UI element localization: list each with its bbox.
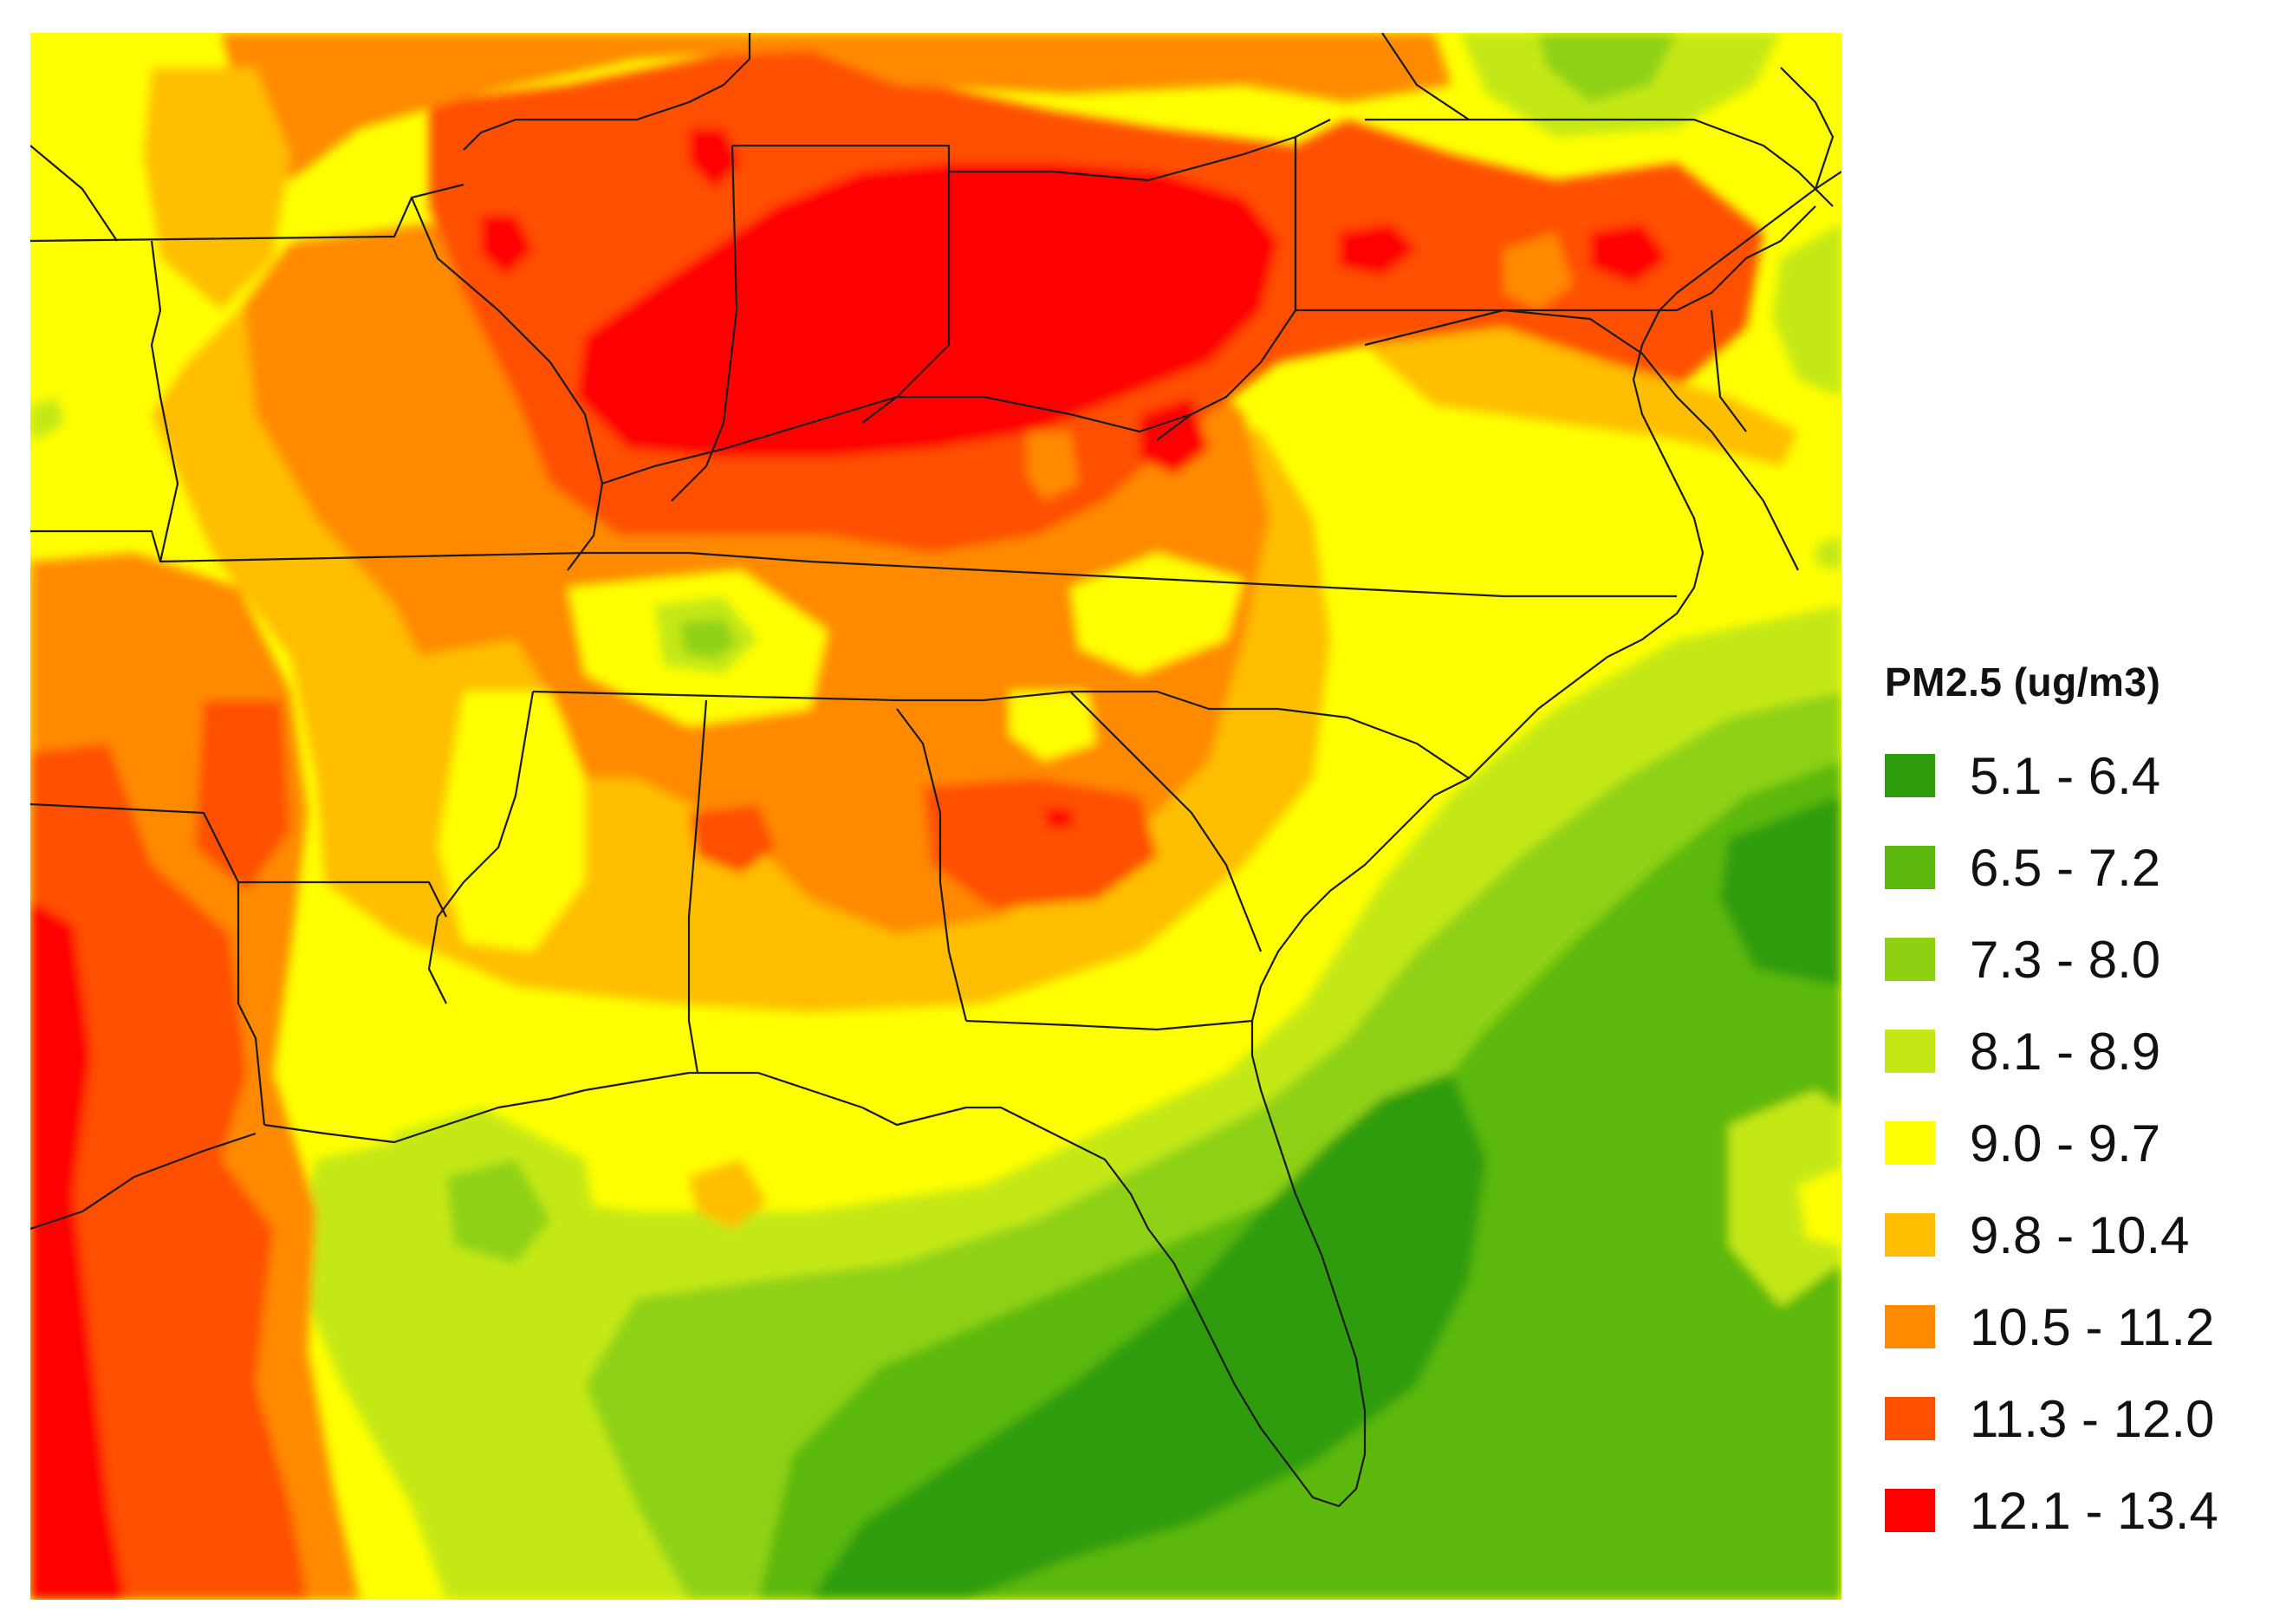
band-12-1-13-4-midwest: [576, 163, 1278, 458]
band-8-1-8-9-offshore: [1729, 1090, 1841, 1307]
legend-swatch: [1885, 1305, 1935, 1348]
legend-item: 7.3 - 8.0: [1885, 913, 2266, 1005]
legend-item: 6.5 - 7.2: [1885, 822, 2266, 913]
legend-items: 5.1 - 6.4 6.5 - 7.2 7.3 - 8.0 8.1 - 8.9 9.0 …: [1885, 730, 2266, 1556]
band-9-0-9-7-offshore: [1798, 1168, 1841, 1246]
band-12-1-13-4-indiana-north: [689, 128, 741, 189]
band-9-8-10-4-maryland: [1365, 328, 1798, 466]
legend-swatch: [1885, 938, 1935, 981]
band-11-3-12-0-alabama: [689, 804, 776, 874]
legend-label: 12.1 - 13.4: [1970, 1481, 2218, 1540]
legend-item: 12.1 - 13.4: [1885, 1465, 2266, 1556]
band-6-5-7-2-atlantic: [758, 761, 1841, 1600]
band-5-1-6-4-florida: [810, 1073, 1486, 1600]
band-11-3-12-0-west: [30, 744, 308, 1600]
legend-item: 10.5 - 11.2: [1885, 1281, 2266, 1373]
legend-title: PM2.5 (ug/m3): [1885, 659, 2161, 705]
band-12-1-13-4-georgia: [1044, 809, 1075, 828]
legend-label: 9.0 - 9.7: [1970, 1114, 2161, 1173]
legend-item: 9.0 - 9.7: [1885, 1097, 2266, 1189]
pm25-map: [30, 33, 1841, 1600]
legend-swatch: [1885, 754, 1935, 797]
band-7-3-8-0-tennessee: [680, 619, 737, 659]
band-7-3-8-0-gulf-west: [446, 1160, 550, 1263]
state-boundaries: [30, 33, 1841, 1508]
band-12-1-13-4-pennsylvania-west: [1339, 224, 1417, 276]
legend-label: 10.5 - 11.2: [1970, 1297, 2215, 1356]
legend-label: 9.8 - 10.4: [1970, 1205, 2190, 1264]
legend-item: 8.1 - 8.9: [1885, 1005, 2266, 1097]
legend-label: 7.3 - 8.0: [1970, 930, 2161, 989]
band-9-0-9-7-nc-upstate: [1010, 692, 1096, 761]
band-9-8-10-4-gulf-coast: [689, 1160, 767, 1229]
legend-swatch: [1885, 1121, 1935, 1165]
band-9-0-9-7-appalachia: [1070, 553, 1244, 674]
band-7-3-8-0-northeast: [1538, 33, 1677, 102]
legend-label: 5.1 - 6.4: [1970, 746, 2161, 805]
legend-swatch: [1885, 846, 1935, 889]
legend-swatch: [1885, 1030, 1935, 1073]
legend-item: 5.1 - 6.4: [1885, 730, 2266, 822]
band-12-1-13-4-pennsylvania-east: [1590, 224, 1668, 284]
legend-swatch: [1885, 1489, 1935, 1532]
band-9-8-10-4-northwest: [143, 68, 290, 310]
band-10-5-11-2-kentucky: [1027, 432, 1079, 501]
legend-item: 9.8 - 10.4: [1885, 1189, 2266, 1281]
band-12-1-13-4-kentucky: [1140, 397, 1209, 475]
band-12-1-13-4-illinois: [481, 215, 533, 276]
band-8-1-8-9-delaware: [1772, 224, 1841, 397]
band-11-3-12-0-georgia: [923, 778, 1157, 908]
band-12-1-13-4-west: [30, 900, 126, 1600]
band-8-1-8-9-virginia-coast: [1815, 536, 1841, 570]
band-10-5-11-2-pa-core: [1503, 232, 1573, 310]
legend-label: 6.5 - 7.2: [1970, 838, 2161, 897]
band-5-1-6-4-offshore: [1720, 796, 1841, 986]
legend-label: 8.1 - 8.9: [1970, 1022, 2161, 1081]
band-10-5-11-2-north: [221, 33, 1451, 180]
legend: PM2.5 (ug/m3) 5.1 - 6.4 6.5 - 7.2 7.3 - 8.…: [1885, 659, 2266, 1556]
band-9-0-9-7-mississippi: [438, 692, 585, 952]
band-9-0-9-7-virginia: [1330, 397, 1841, 657]
legend-item: 11.3 - 12.0: [1885, 1373, 2266, 1465]
legend-swatch: [1885, 1213, 1935, 1257]
band-8-1-8-9-iowa: [30, 397, 65, 440]
legend-swatch: [1885, 1397, 1935, 1440]
legend-label: 11.3 - 12.0: [1970, 1389, 2215, 1448]
